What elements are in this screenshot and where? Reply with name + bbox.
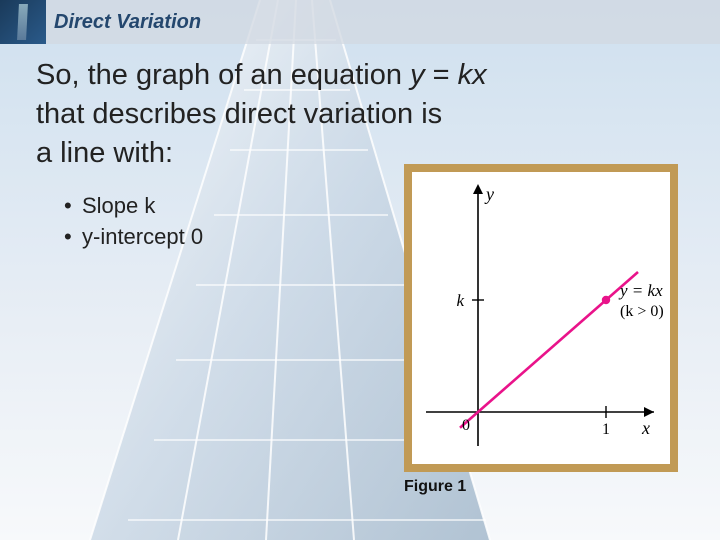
bullet1-k: k xyxy=(144,193,155,218)
figure-caption: Figure 1 xyxy=(404,478,678,496)
desc-line1-a: So, the graph of an equation xyxy=(36,59,410,91)
svg-text:y = kx: y = kx xyxy=(618,281,663,300)
desc-y: y xyxy=(410,59,425,91)
header-icon xyxy=(0,0,46,44)
desc-line2: that describes direct variation is xyxy=(36,98,442,130)
bullet2-a: y xyxy=(82,224,93,249)
bullet1-a: Slope xyxy=(82,193,144,218)
bullet2-b: -intercept 0 xyxy=(93,224,203,249)
header-bar: Direct Variation xyxy=(0,0,720,44)
svg-text:k: k xyxy=(456,291,464,310)
description: So, the graph of an equation y = kx that… xyxy=(36,56,696,173)
desc-line3: a line with: xyxy=(36,137,173,169)
header-title: Direct Variation xyxy=(54,11,201,34)
svg-text:x: x xyxy=(641,418,650,438)
desc-x: x xyxy=(472,59,487,91)
svg-text:1: 1 xyxy=(602,421,610,438)
svg-text:(k > 0): (k > 0) xyxy=(620,303,664,320)
desc-k: k xyxy=(458,59,473,91)
figure-border: y x 0 k 1 y = kx (k > 0) xyxy=(404,164,678,472)
figure-wrap: y x 0 k 1 y = kx (k > 0) Figure 1 xyxy=(404,164,678,496)
desc-eq: = xyxy=(425,59,458,91)
svg-text:y: y xyxy=(484,184,494,204)
graph: y x 0 k 1 y = kx (k > 0) xyxy=(418,178,668,458)
svg-text:0: 0 xyxy=(462,417,470,434)
